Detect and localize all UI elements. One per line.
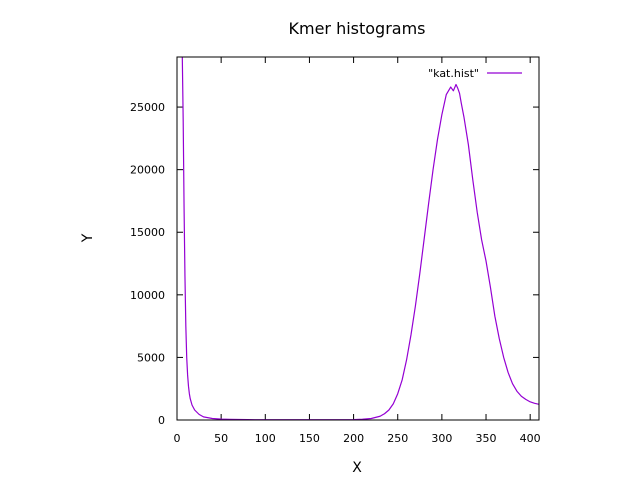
x-axis-label: X bbox=[352, 460, 362, 476]
x-tick-label: 150 bbox=[299, 432, 320, 445]
plot-frame bbox=[176, 56, 540, 421]
x-tick-label: 400 bbox=[520, 432, 541, 445]
tick-labels: 0 50 100 150 200 250 300 350 400 0 5000 10000 15000 2… bbox=[130, 101, 541, 445]
chart-title: Kmer histograms bbox=[288, 19, 425, 38]
axis-ticks bbox=[176, 57, 539, 421]
x-tick-label: 250 bbox=[387, 432, 408, 445]
y-axis-label: Y bbox=[80, 233, 96, 243]
y-tick-label: 10000 bbox=[130, 289, 165, 302]
legend-label: "kat.hist" bbox=[428, 67, 479, 80]
x-tick-label: 50 bbox=[214, 432, 228, 445]
y-tick-label: 0 bbox=[158, 414, 165, 427]
x-tick-label: 300 bbox=[431, 432, 452, 445]
x-tick-label: 200 bbox=[343, 432, 364, 445]
y-tick-label: 20000 bbox=[130, 164, 165, 177]
x-tick-label: 100 bbox=[255, 432, 276, 445]
series-line-0 bbox=[181, 56, 540, 421]
y-tick-label: 25000 bbox=[130, 101, 165, 114]
x-tick-label: 0 bbox=[174, 432, 181, 445]
legend: "kat.hist" bbox=[428, 67, 522, 80]
x-tick-label: 350 bbox=[476, 432, 497, 445]
y-tick-label: 5000 bbox=[137, 351, 165, 364]
series-layer bbox=[181, 56, 540, 421]
y-tick-label: 15000 bbox=[130, 226, 165, 239]
